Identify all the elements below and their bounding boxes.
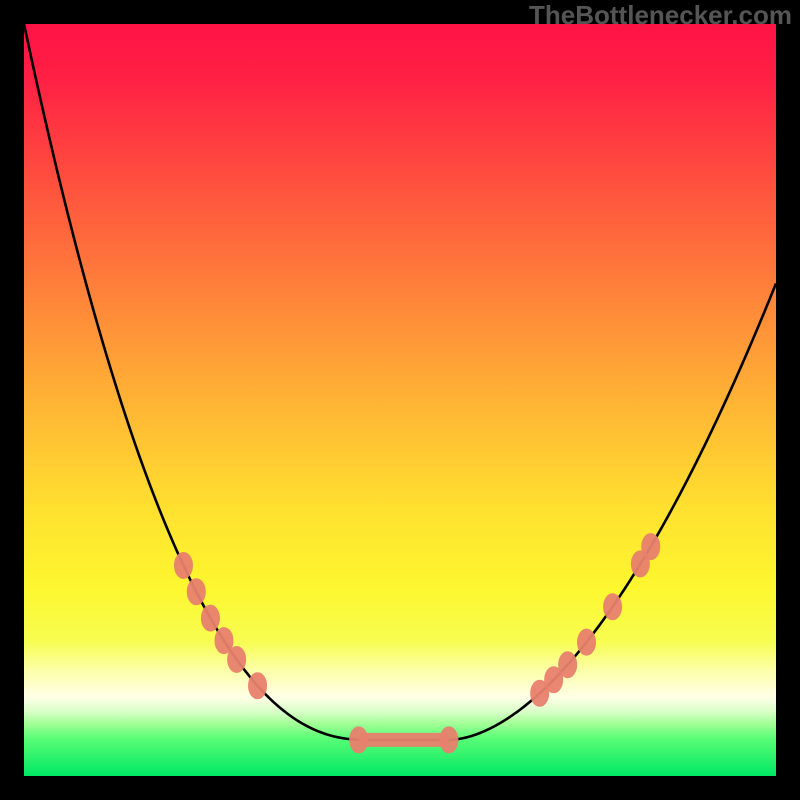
marker-right-6: [642, 534, 660, 560]
gradient-background: [24, 24, 776, 776]
marker-left-4: [228, 646, 246, 672]
marker-right-3: [578, 629, 596, 655]
marker-left-5: [249, 673, 267, 699]
marker-flat-bar: [359, 733, 449, 747]
marker-flat-cap-left: [350, 727, 368, 753]
marker-flat-cap-right: [440, 727, 458, 753]
marker-right-4: [604, 594, 622, 620]
bottleneck-chart: [24, 24, 776, 776]
marker-right-2: [559, 652, 577, 678]
chart-frame: TheBottlenecker.com: [0, 0, 800, 800]
watermark-text: TheBottlenecker.com: [529, 0, 792, 31]
marker-left-0: [174, 552, 192, 578]
marker-left-2: [201, 605, 219, 631]
marker-left-1: [187, 579, 205, 605]
plot-area: [24, 24, 776, 776]
